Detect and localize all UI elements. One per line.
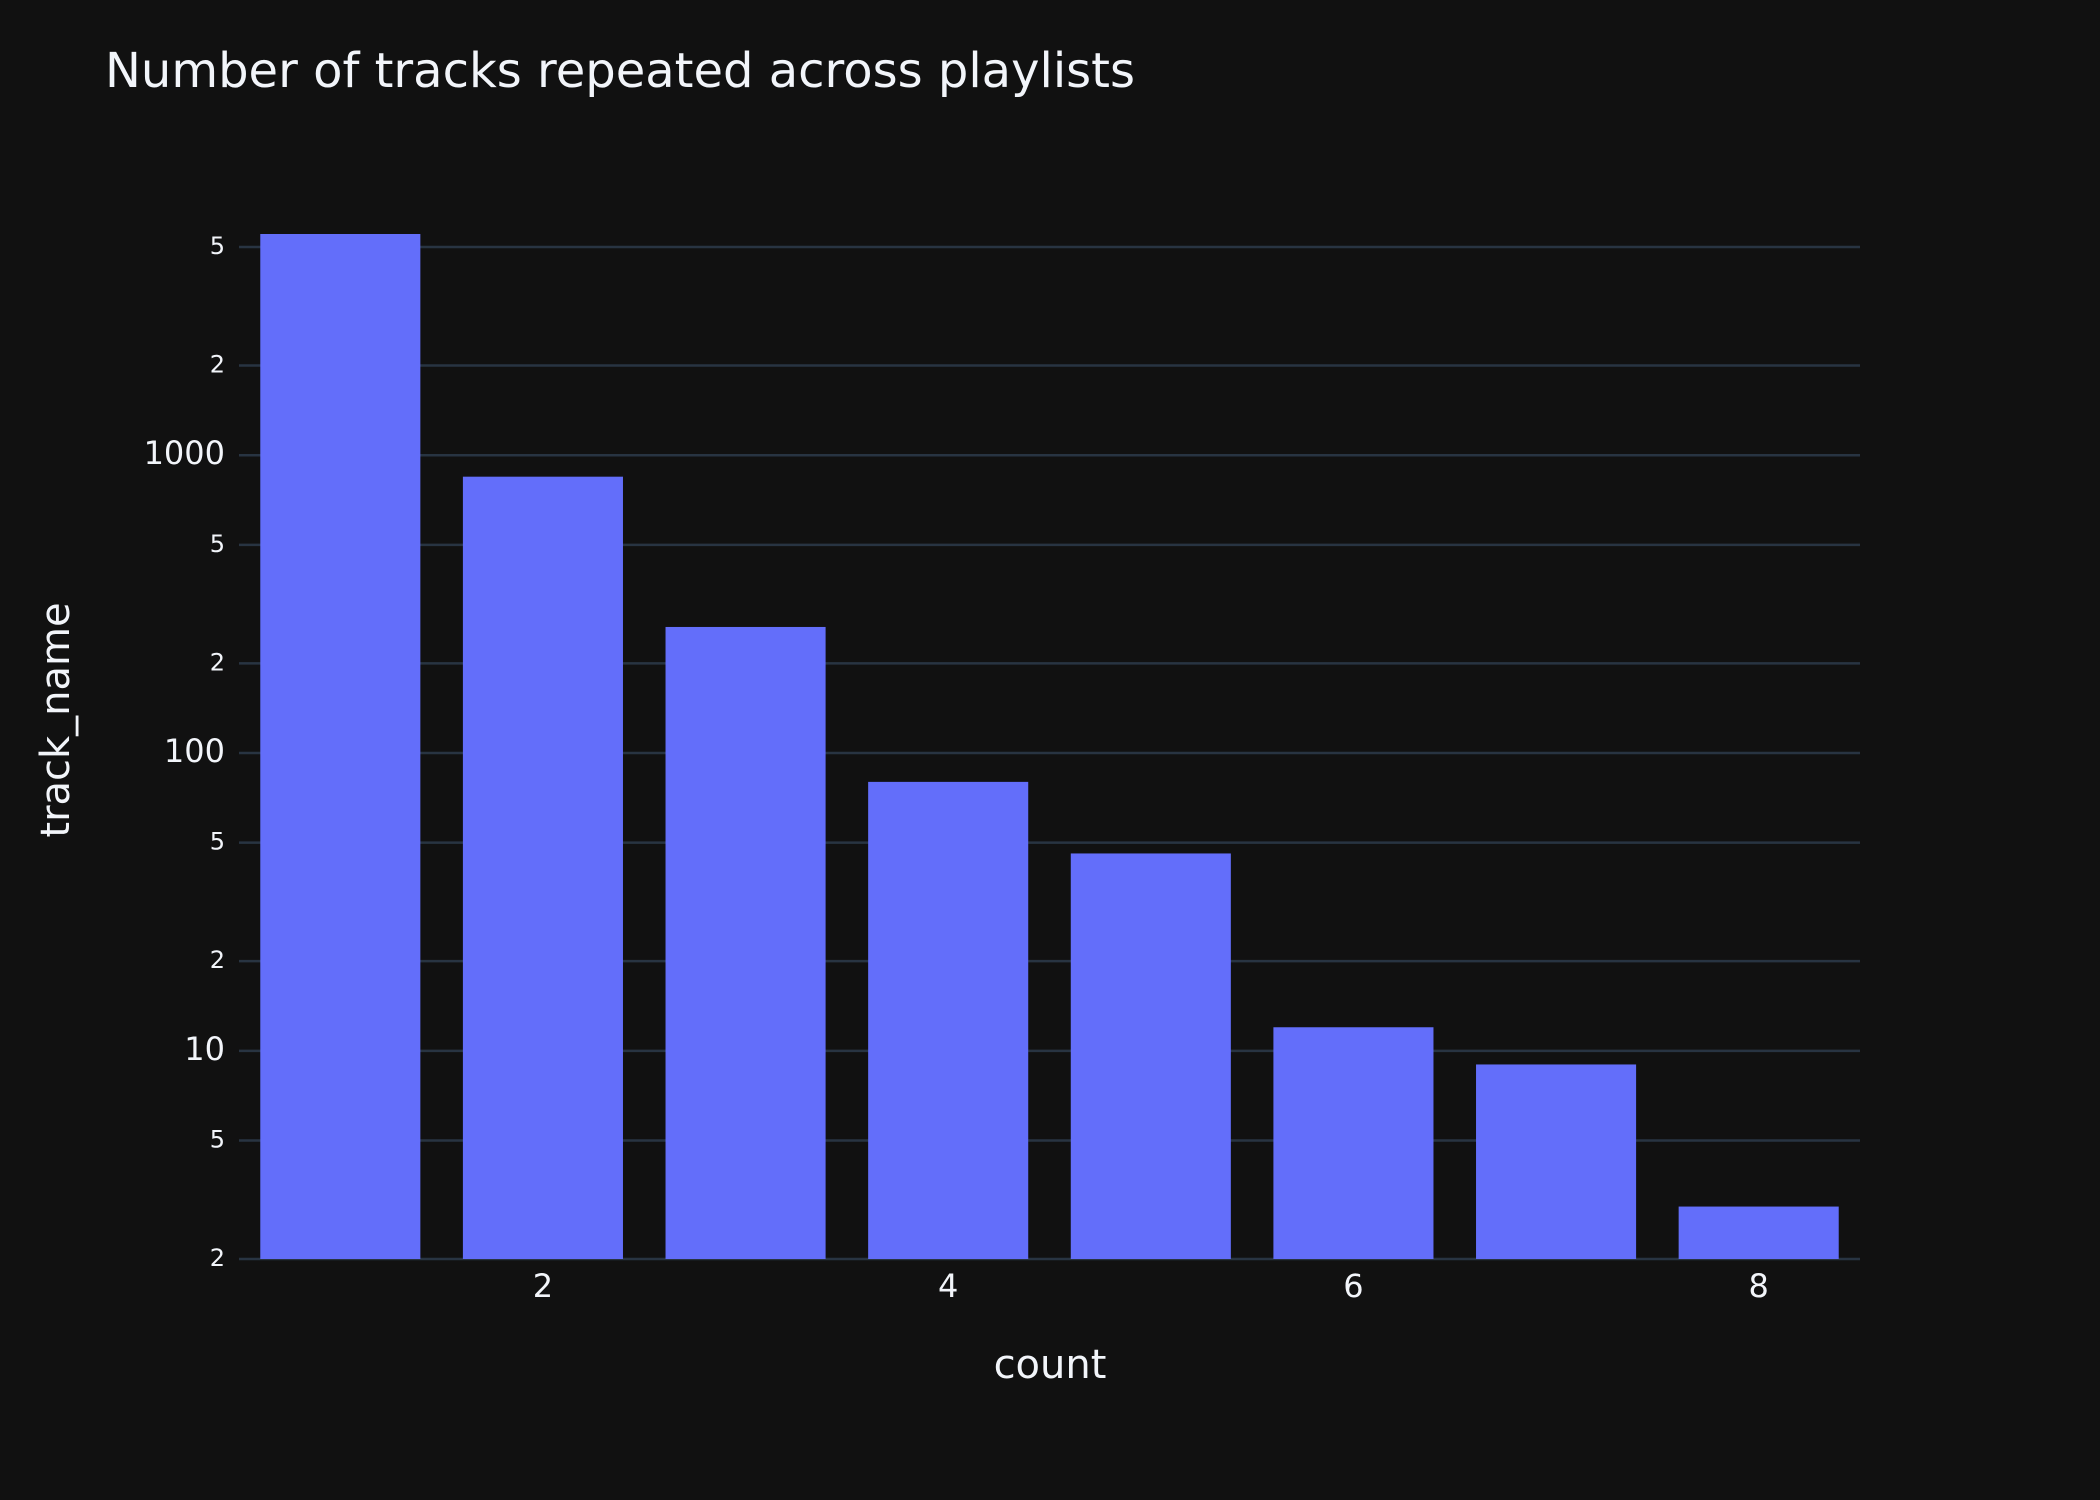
x-axis-title: count — [994, 1342, 1107, 1388]
bar — [260, 234, 421, 1259]
x-tick-label: 8 — [1749, 1267, 1769, 1305]
y-tick-label: 2 — [210, 946, 225, 974]
bar — [1070, 853, 1231, 1259]
y-tick-label: 10 — [184, 1030, 225, 1068]
x-tick-label: 6 — [1343, 1267, 1363, 1305]
y-tick-label: 5 — [210, 530, 225, 558]
bar — [1273, 1027, 1434, 1259]
y-tick-label: 100 — [164, 732, 225, 770]
bar — [1678, 1206, 1839, 1259]
bar — [462, 476, 623, 1260]
y-tick-label: 5 — [210, 1125, 225, 1153]
y-tick-label: 5 — [210, 828, 225, 856]
y-tick-label: 2 — [210, 351, 225, 379]
bar — [1476, 1064, 1637, 1259]
y-tick-label: 2 — [210, 1244, 225, 1272]
y-tick-label: 5 — [210, 232, 225, 260]
x-tick-label: 4 — [938, 1267, 958, 1305]
chart-title: Number of tracks repeated across playlis… — [105, 43, 1135, 99]
bar — [665, 626, 826, 1259]
x-tick-label: 2 — [533, 1267, 553, 1305]
y-axis-title: track_name — [33, 602, 79, 837]
y-tick-label: 1000 — [144, 434, 225, 472]
bar — [868, 781, 1029, 1259]
y-tick-label: 2 — [210, 648, 225, 676]
